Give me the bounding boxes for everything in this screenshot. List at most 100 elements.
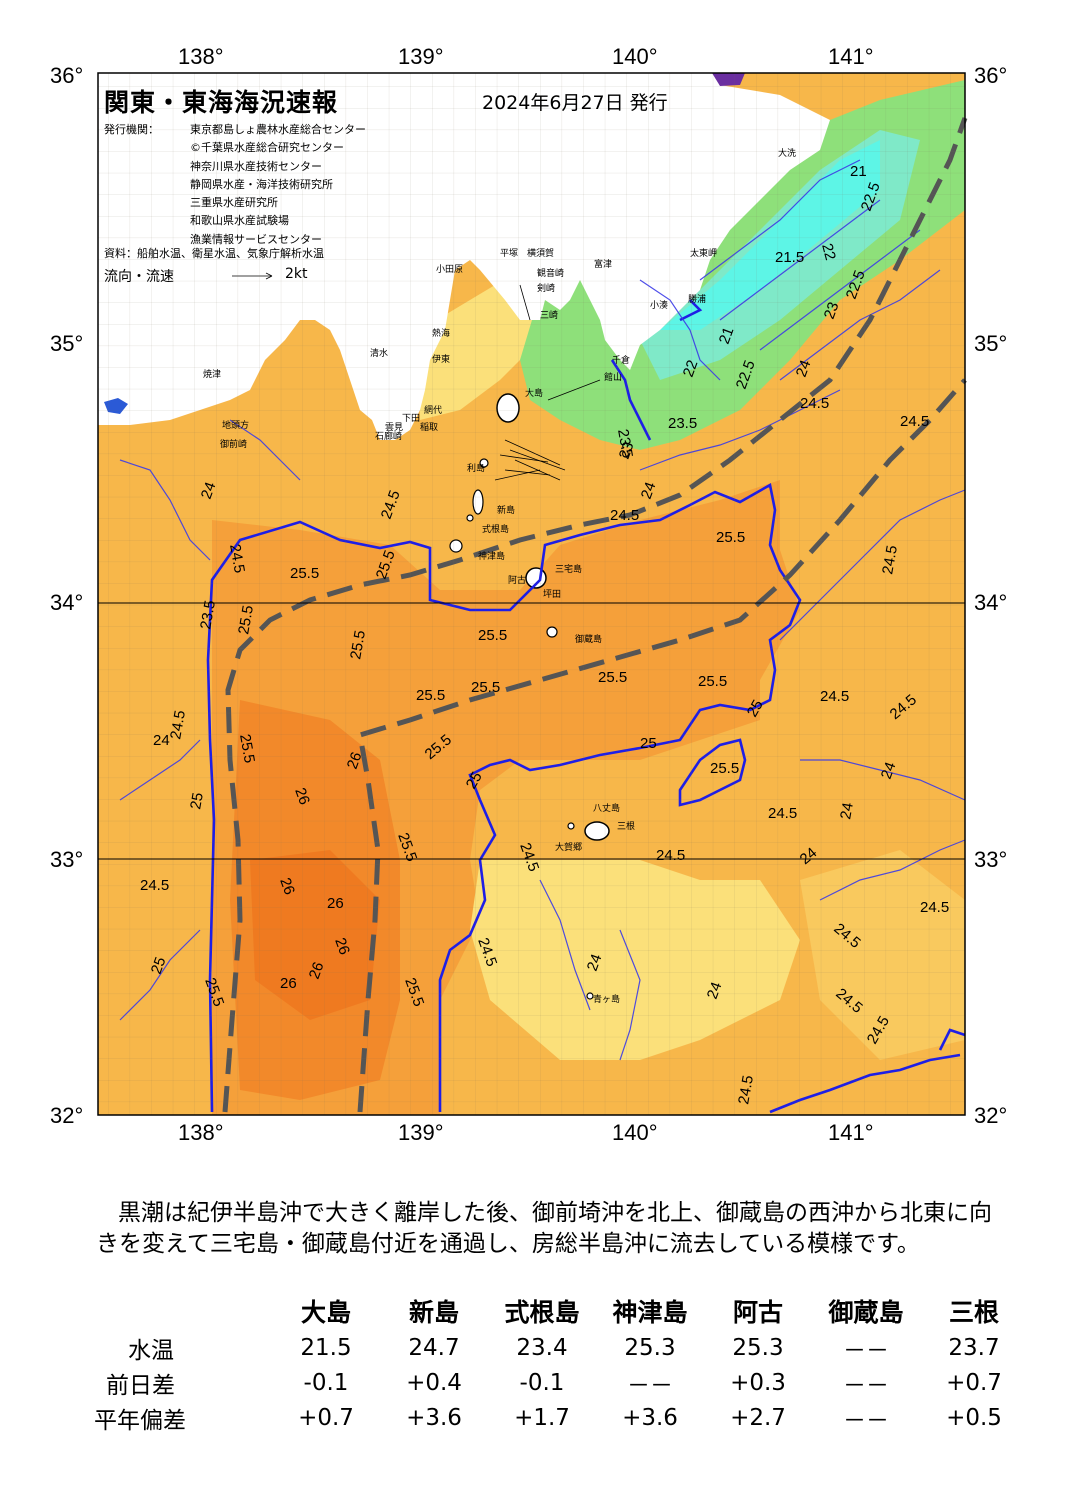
place-label: 熱海 [432, 329, 451, 339]
lon-tick-bottom-138: 138° [178, 1120, 224, 1145]
isotherm-label: 24.5 [920, 899, 949, 916]
flow-legend-label: 流向・流速 [104, 269, 174, 285]
graticule-major [98, 602, 965, 860]
table-cell: －－ [843, 1337, 889, 1364]
map-title: 関東・東海海況速報 [104, 88, 339, 117]
issuer-item: 漁業情報サービスセンター [190, 232, 322, 246]
table-cell: －－ [627, 1372, 673, 1399]
place-label: 式根島 [482, 525, 510, 535]
place-label: 石廊崎 [375, 432, 403, 442]
table-cell: +1.7 [514, 1404, 570, 1431]
isotherm-label: 25.5 [290, 565, 319, 582]
table-cell: +0.7 [298, 1404, 354, 1431]
place-label: 勝浦 [688, 295, 707, 305]
place-label: 観音崎 [537, 269, 565, 279]
isotherm-label: 24.5 [768, 805, 797, 822]
issuer-list: 東京都島しょ農林水産総合センター ©千葉県水産総合研究センター 神奈川県水産技術… [190, 121, 366, 249]
isotherm-label: 25.5 [236, 733, 258, 765]
isotherm-label: 21 [850, 163, 867, 180]
isotherm-label: 24.5 [735, 1074, 757, 1106]
map-frame [97, 72, 966, 1116]
table-cell: 21.5 [300, 1334, 352, 1361]
lon-tick-bottom-139: 139° [398, 1120, 444, 1145]
issuer-item: 東京都島しょ農林水産総合センター [190, 123, 366, 136]
isotherm-label: 24.5 [656, 847, 685, 864]
table-cell: +0.3 [730, 1369, 786, 1396]
place-label: 焼津 [203, 370, 222, 380]
isotherm-label: 25 [744, 697, 767, 720]
isotherm-label: 24.5 [900, 413, 929, 430]
isotherm-label: 25 [187, 791, 207, 810]
isotherm-label: 26 [327, 895, 344, 912]
row-label: 前日差 [106, 1372, 175, 1399]
issue-date: 2024年6月27日 発行 [482, 92, 668, 114]
table-cell: +0.7 [946, 1369, 1002, 1396]
isotherm-label: 26 [331, 936, 353, 957]
place-label: 横須賀 [527, 249, 555, 259]
place-label: 八丈島 [593, 804, 621, 814]
table-row: 前日差 -0.1 +0.4 -0.1 －－ +0.3 －－ +0.7 [90, 1365, 1028, 1400]
isotherm-label: 24 [638, 480, 660, 501]
column-header: 神津島 [612, 1298, 688, 1327]
place-label: 新島 [497, 506, 516, 516]
isotherm-label: 24.5 [140, 877, 169, 894]
table-cell: 23.7 [948, 1334, 1000, 1361]
isotherm-label: 25.5 [471, 679, 500, 696]
isotherm-label: 23.5 [668, 415, 697, 432]
lat-tick-left-34: 34° [50, 590, 84, 615]
isotherm-label: 26 [344, 750, 366, 771]
place-label: 小湊 [650, 301, 669, 311]
column-header: 新島 [408, 1298, 459, 1327]
isotherm-label: 26 [280, 975, 297, 992]
isotherm-label: 26 [291, 786, 313, 807]
issuer-item: 静岡県水産・海洋技術研究所 [190, 177, 333, 191]
column-header: 御蔵島 [828, 1298, 904, 1327]
table-cell: －－ [843, 1372, 889, 1399]
graticule-fine [98, 73, 965, 1115]
place-label: 利島 [467, 464, 486, 474]
row-label: 水温 [128, 1337, 174, 1364]
table-cell: 23.4 [516, 1334, 568, 1361]
data-source: 資料：船舶水温、衛星水温、気象庁解析水温 [104, 247, 324, 260]
table-cell: +0.5 [946, 1404, 1002, 1431]
summary-text: 黒潮は紀伊半島沖で大きく離岸した後、御前埼沖を北上、御蔵島の西沖から北東に向きを… [96, 1200, 992, 1257]
flow-legend-scale: 2kt [285, 266, 308, 282]
lon-tick-top-139: 139° [398, 44, 444, 69]
issuer-item: 神奈川県水産技術センター [190, 159, 322, 173]
lon-tick-top-141: 141° [828, 44, 874, 69]
isotherm-label: 24 [704, 980, 726, 1001]
table-cell: 25.3 [732, 1334, 784, 1361]
place-label: 稲取 [420, 423, 439, 433]
isotherm-label: 26 [276, 876, 298, 897]
column-header: 阿古 [732, 1298, 783, 1327]
isotherm-label: 25.5 [416, 687, 445, 704]
sea-temperature-map: 21 21.5 22 22.5 22 22.5 21 23 22.5 23.5 … [97, 72, 968, 1116]
place-label: 富津 [594, 260, 613, 270]
isotherm-label: 25.5 [235, 604, 257, 636]
isotherm-label: 23.5 [614, 428, 636, 460]
row-label: 平年偏差 [94, 1407, 186, 1434]
table-cell: +3.6 [406, 1404, 462, 1431]
place-label: 御蔵島 [575, 635, 603, 645]
isotherm-label: 25.5 [478, 627, 507, 644]
isotherm-label: 25.5 [710, 760, 739, 777]
table-cell: 24.7 [408, 1334, 460, 1361]
isotherm-label: 25.5 [698, 673, 727, 690]
lat-tick-right-33: 33° [974, 847, 1008, 872]
isotherm-label: 26 [306, 960, 328, 981]
place-label: 下田 [402, 414, 421, 424]
place-label: 千倉 [612, 356, 631, 366]
lat-tick-left-36: 36° [50, 63, 84, 88]
place-label: 地頭方 [222, 421, 250, 431]
lat-tick-left-33: 33° [50, 847, 84, 872]
isotherm-label: 24.5 [167, 709, 189, 741]
table-row: 平年偏差 +0.7 +3.6 +1.7 +3.6 +2.7 －－ +0.5 [90, 1400, 1028, 1435]
table-cell: 25.3 [624, 1334, 676, 1361]
column-header: 大島 [300, 1298, 351, 1327]
isotherm-label: 24.5 [610, 507, 639, 524]
place-label: 館山 [604, 373, 623, 383]
lat-tick-right-36: 36° [974, 63, 1008, 88]
isotherm-label: 23 [821, 300, 843, 321]
lon-tick-top-138: 138° [178, 44, 224, 69]
column-header: 三根 [948, 1298, 999, 1327]
